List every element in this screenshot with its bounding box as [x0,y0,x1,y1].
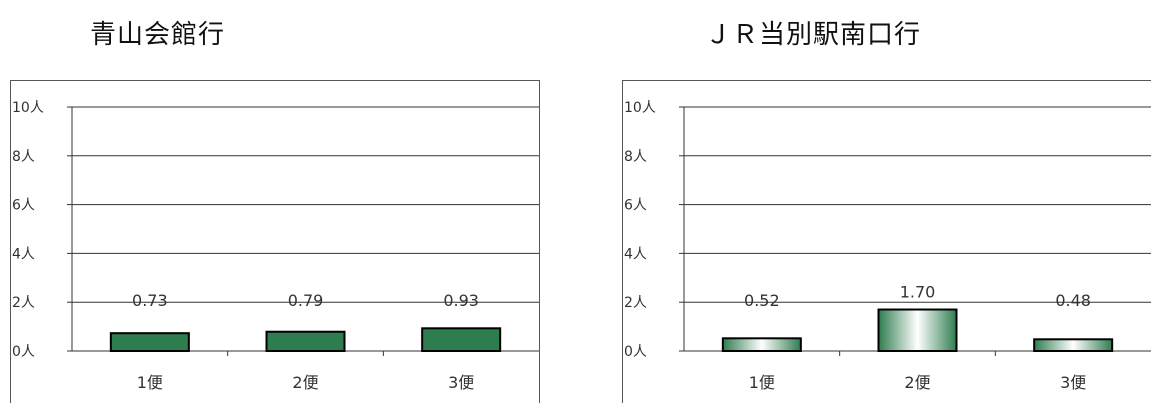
y-tick-label: 4人 [624,246,647,262]
x-tick-label: 2便 [904,373,930,392]
data-label: 0.93 [443,291,479,310]
y-tick-label: 2人 [624,295,647,311]
bar [421,327,502,352]
x-tick-label: 3便 [448,373,474,392]
bar [1033,338,1114,352]
data-label: 0.48 [1055,291,1091,310]
y-tick-label: 4人 [12,246,35,262]
bar [109,332,190,353]
data-label: 0.52 [744,291,780,310]
bar [877,308,958,353]
bar-chart-right: 0人 2人 4人 6人 8人 10人 0.52 1便 1.70 2便 0.48 3便 [622,80,1151,403]
y-tick-label: 6人 [624,198,647,214]
bar [721,337,802,353]
y-tick-label: 8人 [12,149,35,165]
data-label: 0.79 [288,291,324,310]
x-tick-label: 2便 [292,373,318,392]
y-tick-label: 0人 [624,344,647,360]
y-tick-label: 8人 [624,149,647,165]
x-tick-label: 1便 [137,373,163,392]
chart-title-right: ＪＲ当別駅南口行 [705,20,922,50]
x-tick-label: 1便 [749,373,775,392]
x-tick-label: 3便 [1060,373,1086,392]
bar-chart-left: 0人 2人 4人 6人 8人 10人 0.73 1便 0.79 2便 0.93 3便 [10,80,540,403]
y-tick-label: 0人 [12,344,35,360]
y-tick-label: 10人 [624,100,656,116]
chart-title-left: 青山会館行 [90,20,226,50]
y-tick-label: 2人 [12,295,35,311]
y-tick-label: 10人 [12,100,44,116]
bar [265,330,346,352]
y-tick-label: 6人 [12,198,35,214]
data-label: 1.70 [900,283,936,302]
data-label: 0.73 [132,291,168,310]
